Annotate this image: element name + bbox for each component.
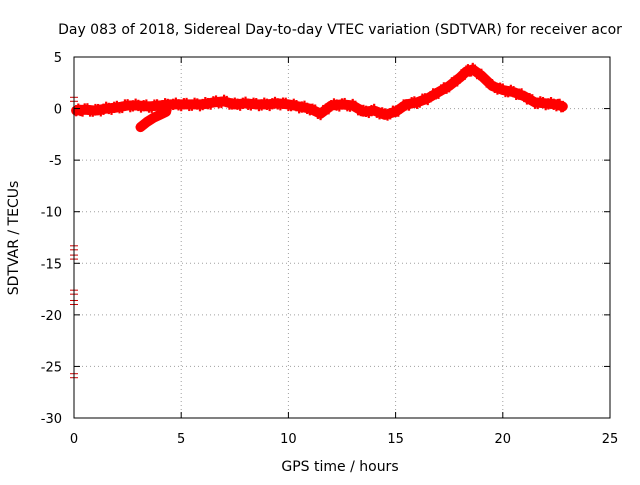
series-trace: [71, 64, 568, 120]
series-branch: [135, 106, 172, 133]
x-tick-label: 20: [495, 432, 512, 447]
plot-frame: [73, 56, 611, 419]
chart-title: Day 083 of 2018, Sidereal Day-to-day VTE…: [58, 22, 622, 38]
y-axis-label: SDTVAR / TECUs: [6, 181, 22, 296]
x-axis-label: GPS time / hours: [281, 459, 398, 475]
y-tick-label: -5: [49, 154, 62, 169]
y-tick-label: -30: [41, 412, 62, 427]
x-tick-label: 25: [602, 432, 619, 447]
y-tick-label: -20: [41, 309, 62, 324]
y-tick-label: -10: [41, 206, 62, 221]
y-tick-label: -15: [41, 257, 62, 272]
x-tick-label: 15: [387, 432, 404, 447]
y-tick-label: -25: [41, 360, 62, 375]
y-tick-label: 5: [54, 51, 62, 66]
y-tick-label: 0: [54, 103, 62, 118]
x-tick-label: 5: [177, 432, 185, 447]
data-layer: [70, 62, 568, 379]
x-tick-label: 10: [280, 432, 297, 447]
x-tick-label: 0: [70, 432, 78, 447]
